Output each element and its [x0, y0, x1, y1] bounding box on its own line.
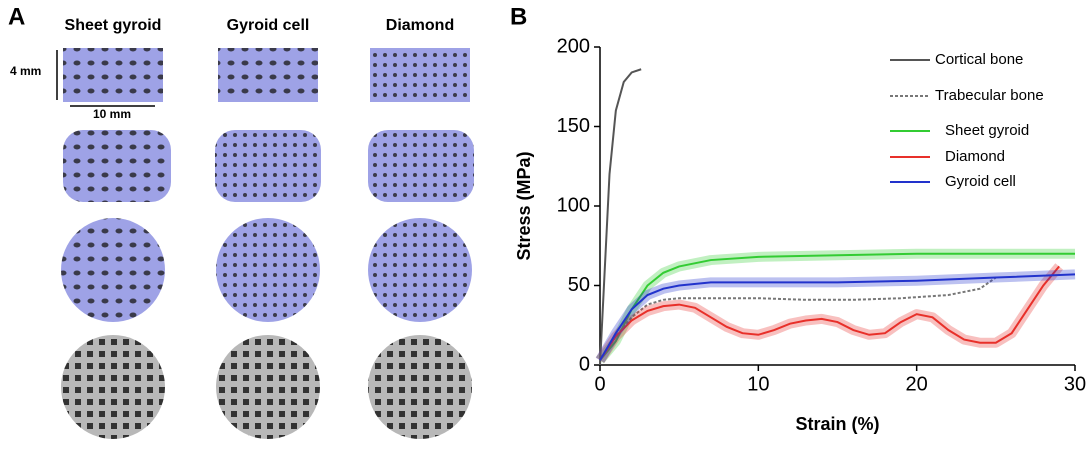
column-title: Sheet gyroid — [65, 17, 162, 34]
scaffold-image — [63, 48, 163, 102]
dimension-label: 10 mm — [93, 107, 131, 121]
figure: A Sheet gyroid Gyroid cell Diamond 4 mm … — [0, 0, 1091, 447]
y-tick-label: 200 — [557, 35, 590, 57]
panel-label: B — [510, 3, 527, 30]
legend-label: Sheet gyroid — [945, 122, 1029, 139]
y-tick-label: 150 — [557, 115, 590, 137]
scaffold-image — [215, 130, 321, 202]
chart: 0 50 100 150 200 0 10 20 30 Strain (%) Stress (MPa… — [514, 35, 1086, 433]
panel-label: A — [8, 3, 25, 30]
legend-label: Diamond — [945, 148, 1005, 165]
panel-a: A Sheet gyroid Gyroid cell Diamond 4 mm … — [8, 3, 474, 439]
x-tick-label: 20 — [906, 373, 928, 395]
scaffold-image — [216, 218, 320, 322]
scaffold-image — [63, 130, 171, 202]
dimension-label: 4 mm — [10, 64, 41, 78]
y-axis-label: Stress (MPa) — [514, 151, 534, 260]
x-tick-label: 10 — [747, 373, 769, 395]
x-tick-label: 0 — [594, 373, 605, 395]
legend-label: Gyroid cell — [945, 173, 1016, 190]
scaffold-image — [218, 48, 318, 102]
column-title: Diamond — [386, 17, 454, 34]
y-tick-label: 100 — [557, 194, 590, 216]
legend-label: Trabecular bone — [935, 87, 1044, 104]
column-title: Gyroid cell — [227, 17, 310, 34]
y-tick-label: 50 — [568, 274, 590, 296]
scaffold-image — [370, 48, 470, 102]
x-tick-label: 30 — [1064, 373, 1086, 395]
scaffold-image — [368, 218, 472, 322]
scaffold-photo — [61, 335, 165, 439]
scaffold-photo — [368, 335, 472, 439]
y-tick-label: 0 — [579, 353, 590, 375]
scaffold-image — [61, 218, 165, 322]
x-axis-label: Strain (%) — [795, 414, 879, 434]
legend-label: Cortical bone — [935, 51, 1023, 68]
scaffold-photo — [216, 335, 320, 439]
scaffold-image — [368, 130, 474, 202]
